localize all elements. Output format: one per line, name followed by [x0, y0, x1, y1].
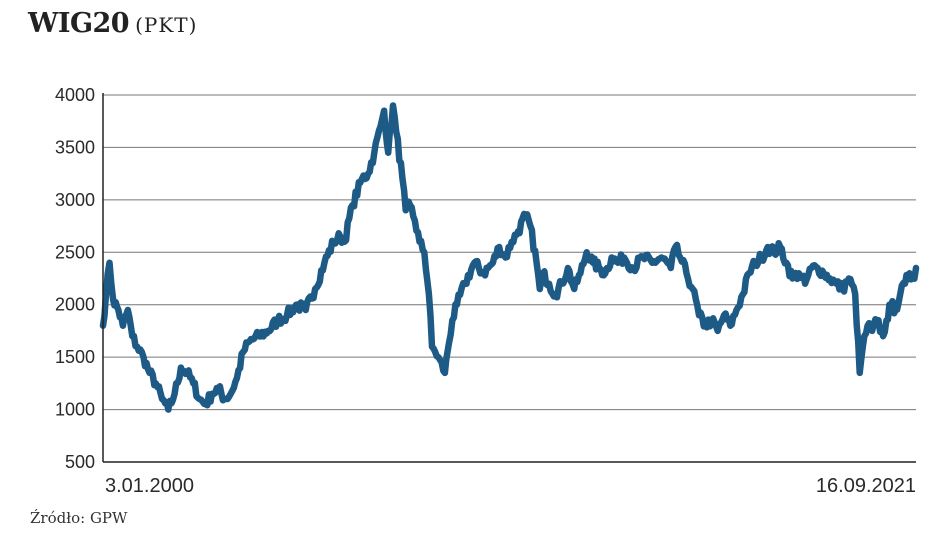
y-tick-label-4000: 4000	[55, 85, 95, 105]
x-tick-label-1: 16.09.2021	[816, 475, 916, 497]
series-layer	[99, 102, 920, 413]
y-tick-label-3500: 3500	[55, 137, 95, 157]
y-tick-label-2000: 2000	[55, 295, 95, 315]
y-tick-label-1500: 1500	[55, 347, 95, 367]
source-note: Źródło: GPW	[30, 509, 128, 527]
y-tick-label-500: 500	[65, 452, 95, 472]
title-unit: (PKT)	[135, 13, 198, 37]
y-tick-label-3000: 3000	[55, 190, 95, 210]
y-tick-label-1000: 1000	[55, 400, 95, 420]
y-axis-tick-labels: 500 1000 1500 2000 2500 3000 3500 4000	[55, 85, 95, 472]
title-text: WIG20	[28, 8, 130, 39]
axes	[102, 93, 916, 463]
x-tick-label-0: 3.01.2000	[105, 475, 194, 497]
series-line-0	[99, 102, 920, 413]
y-tick-label-2500: 2500	[55, 242, 95, 262]
x-axis-tick-labels: 3.01.2000 16.09.2021	[105, 475, 916, 497]
chart-title: WIG20 (PKT)	[28, 8, 197, 39]
